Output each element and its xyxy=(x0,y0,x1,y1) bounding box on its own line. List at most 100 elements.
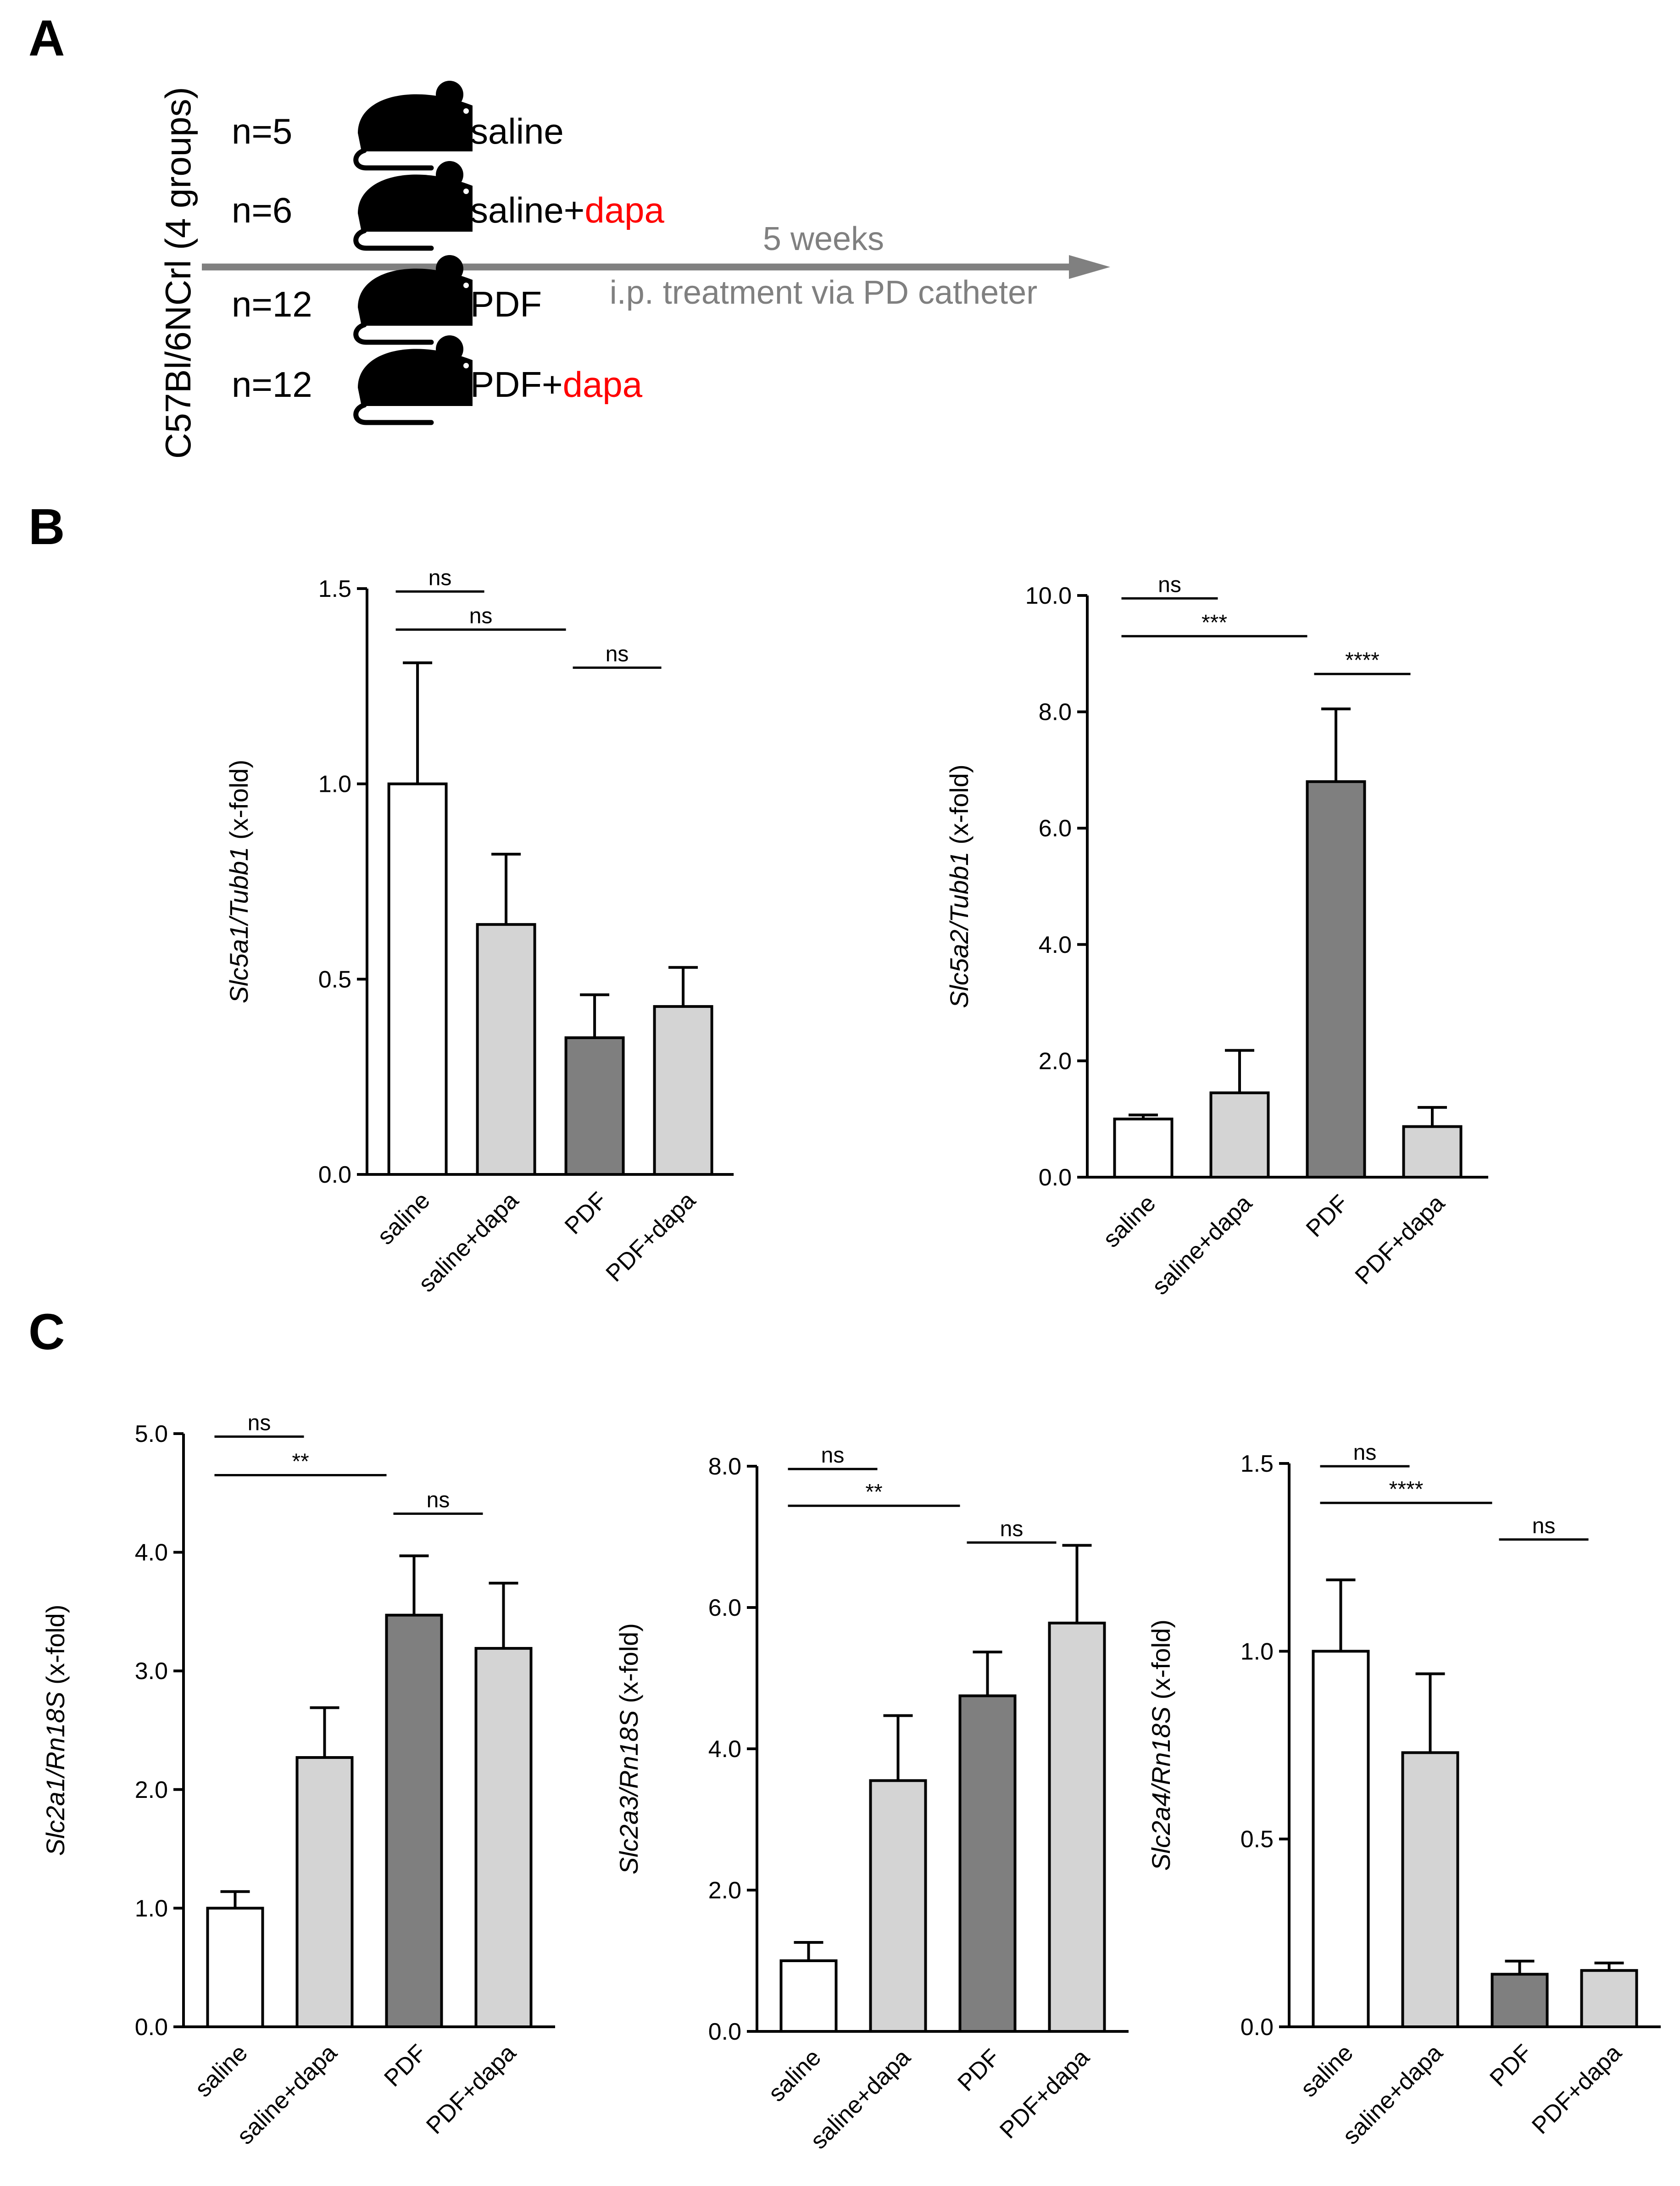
timeline-arrow-head xyxy=(1069,255,1110,279)
y-tick-label: 2.0 xyxy=(1039,1048,1072,1074)
significance-label: ns xyxy=(1532,1514,1556,1538)
group-n: n=5 xyxy=(232,111,292,151)
significance-label: ns xyxy=(1158,573,1181,597)
group-label: saline+dapa xyxy=(470,190,664,230)
y-tick-label: 1.0 xyxy=(1241,1638,1274,1665)
y-tick-label: 8.0 xyxy=(1039,699,1072,726)
bar-saline xyxy=(387,782,448,1176)
x-tick-label: PDF xyxy=(952,2044,1005,2097)
y-tick-label: 1.0 xyxy=(318,771,351,798)
x-tick-label: saline+dapa xyxy=(1147,1190,1257,1300)
bar-saline-dapa xyxy=(295,1756,354,2028)
y-axis-label: Slc5a2/Tubb1 (x-fold) xyxy=(945,764,974,1008)
panel-label-b: B xyxy=(28,499,65,555)
y-axis-label: Slc2a3/Rn18S (x-fold) xyxy=(614,1623,643,1875)
bar-PDF-dapa xyxy=(1580,1969,1638,2029)
mouse-icon xyxy=(356,81,473,168)
y-axis-label: Slc2a4/Rn18S (x-fold) xyxy=(1146,1619,1175,1871)
bar-saline-dapa xyxy=(1401,1751,1459,2028)
group-row: n=12 PDF xyxy=(232,255,542,342)
treatment-label: i.p. treatment via PD catheter xyxy=(610,274,1037,311)
y-tick-label: 4.0 xyxy=(1039,932,1072,958)
y-tick-label: 0.5 xyxy=(1241,1826,1274,1853)
bar-saline-dapa xyxy=(476,923,536,1176)
x-tick-label: PDF xyxy=(1485,2039,1537,2092)
group-row: n=5 saline xyxy=(232,81,564,168)
significance-label: ** xyxy=(865,1480,882,1504)
bar-saline xyxy=(1113,1118,1174,1179)
significance-label: ns xyxy=(1000,1517,1024,1541)
group-n: n=12 xyxy=(232,284,312,324)
y-tick-label: 2.0 xyxy=(708,1877,741,1904)
y-tick-label: 4.0 xyxy=(708,1736,741,1763)
x-tick-label: saline xyxy=(1098,1190,1161,1252)
y-tick-label: 1.0 xyxy=(135,1895,168,1922)
strain-label: C57Bl/6NCrl (4 groups) xyxy=(158,87,198,459)
significance-label: **** xyxy=(1345,648,1380,673)
y-tick-label: 0.5 xyxy=(318,966,351,993)
significance-label: *** xyxy=(1202,611,1227,635)
y-tick-label: 0.0 xyxy=(318,1162,351,1188)
bar-chart-slc2a3: 0.0 2.0 4.0 6.0 8.0 Slc2a3/Rn18S (x-fold) sali… xyxy=(614,1443,1129,2154)
mouse-icon xyxy=(356,335,473,423)
x-tick-label: saline xyxy=(1296,2039,1358,2102)
duration-label: 5 weeks xyxy=(763,221,884,257)
bar-PDF-dapa xyxy=(1048,1621,1106,2033)
bar-PDF-dapa xyxy=(653,1005,713,1176)
y-tick-label: 2.0 xyxy=(135,1777,168,1803)
bar-PDF xyxy=(1491,1973,1549,2029)
x-tick-label: PDF+dapa xyxy=(995,2044,1095,2144)
x-tick-label: PDF xyxy=(1301,1190,1354,1242)
group-n: n=12 xyxy=(232,364,312,405)
group-label: PDF xyxy=(470,284,542,324)
bar-saline xyxy=(779,1959,838,2033)
x-tick-label: PDF xyxy=(560,1187,612,1240)
y-tick-label: 5.0 xyxy=(135,1421,168,1447)
significance-label: ns xyxy=(248,1411,271,1435)
significance-label: ns xyxy=(427,1488,450,1513)
y-tick-label: 0.0 xyxy=(1241,2014,1274,2041)
group-label: PDF+dapa xyxy=(470,364,643,405)
significance-label: ns xyxy=(606,642,629,666)
y-tick-label: 10.0 xyxy=(1025,583,1072,609)
bar-saline-dapa xyxy=(869,1779,927,2033)
bar-chart-slc2a1: 0.0 1.0 2.0 3.0 4.0 5.0 Slc2a1/Rn18S (x-fold) s… xyxy=(41,1411,555,2150)
bar-PDF-dapa xyxy=(474,1647,533,2028)
mouse-icon xyxy=(356,161,473,248)
significance-label: ns xyxy=(428,566,452,590)
x-tick-label: saline xyxy=(190,2039,253,2102)
y-tick-label: 0.0 xyxy=(135,2014,168,2041)
x-tick-label: PDF+dapa xyxy=(601,1187,701,1287)
significance-label: ns xyxy=(469,604,493,628)
bar-saline-dapa xyxy=(1209,1091,1270,1179)
y-tick-label: 4.0 xyxy=(135,1540,168,1566)
group-label: saline xyxy=(470,111,564,151)
significance-label: ns xyxy=(821,1443,845,1468)
y-axis-label: Slc2a1/Rn18S (x-fold) xyxy=(41,1605,70,1856)
y-tick-label: 1.5 xyxy=(1241,1451,1274,1477)
y-tick-label: 6.0 xyxy=(708,1595,741,1621)
group-row: n=12 PDF+dapa xyxy=(232,335,643,423)
bar-chart-slc5a2: 0.0 2.0 4.0 6.0 8.0 10.0 Slc5a2/Tubb1 (x-fold)… xyxy=(945,573,1488,1300)
bar-PDF xyxy=(564,1036,625,1176)
panel-label-a: A xyxy=(28,10,65,67)
y-tick-label: 0.0 xyxy=(708,2019,741,2045)
bar-saline xyxy=(1312,1650,1370,2028)
x-tick-label: PDF+dapa xyxy=(1527,2039,1627,2139)
group-n: n=6 xyxy=(232,190,292,230)
bar-PDF xyxy=(1306,780,1366,1179)
y-tick-label: 6.0 xyxy=(1039,815,1072,842)
bar-PDF xyxy=(958,1694,1017,2033)
x-tick-label: PDF xyxy=(379,2039,432,2092)
significance-label: **** xyxy=(1389,1477,1424,1502)
x-tick-label: PDF+dapa xyxy=(1350,1190,1450,1290)
group-row: n=6 saline+dapa xyxy=(232,161,664,248)
y-tick-label: 3.0 xyxy=(135,1658,168,1685)
y-tick-label: 0.0 xyxy=(1039,1164,1072,1191)
y-tick-label: 1.5 xyxy=(318,576,351,602)
panel-label-c: C xyxy=(28,1304,65,1360)
y-axis-label: Slc5a1/Tubb1 (x-fold) xyxy=(224,760,253,1003)
y-tick-label: 8.0 xyxy=(708,1453,741,1480)
